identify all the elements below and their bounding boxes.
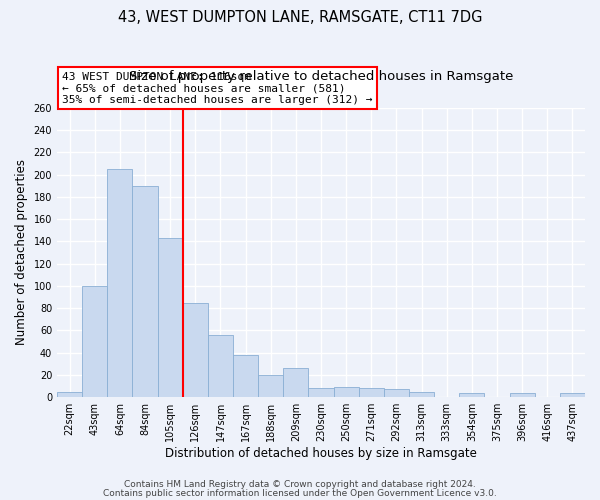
Bar — [208, 335, 233, 397]
X-axis label: Distribution of detached houses by size in Ramsgate: Distribution of detached houses by size … — [165, 447, 477, 460]
Title: Size of property relative to detached houses in Ramsgate: Size of property relative to detached ho… — [129, 70, 513, 83]
Bar — [334, 387, 359, 397]
Bar — [308, 388, 334, 397]
Bar — [258, 375, 283, 397]
Bar — [233, 355, 258, 397]
Bar — [133, 186, 158, 397]
Bar — [560, 393, 585, 397]
Bar — [107, 169, 133, 397]
Bar — [158, 238, 183, 397]
Bar — [359, 388, 384, 397]
Bar — [509, 393, 535, 397]
Bar — [283, 368, 308, 397]
Bar — [57, 392, 82, 397]
Bar — [409, 392, 434, 397]
Text: Contains HM Land Registry data © Crown copyright and database right 2024.: Contains HM Land Registry data © Crown c… — [124, 480, 476, 489]
Bar — [82, 286, 107, 397]
Text: 43, WEST DUMPTON LANE, RAMSGATE, CT11 7DG: 43, WEST DUMPTON LANE, RAMSGATE, CT11 7D… — [118, 10, 482, 25]
Text: Contains public sector information licensed under the Open Government Licence v3: Contains public sector information licen… — [103, 489, 497, 498]
Y-axis label: Number of detached properties: Number of detached properties — [15, 160, 28, 346]
Text: 43 WEST DUMPTON LANE: 116sqm
← 65% of detached houses are smaller (581)
35% of s: 43 WEST DUMPTON LANE: 116sqm ← 65% of de… — [62, 72, 373, 105]
Bar — [384, 390, 409, 397]
Bar — [183, 302, 208, 397]
Bar — [459, 393, 484, 397]
